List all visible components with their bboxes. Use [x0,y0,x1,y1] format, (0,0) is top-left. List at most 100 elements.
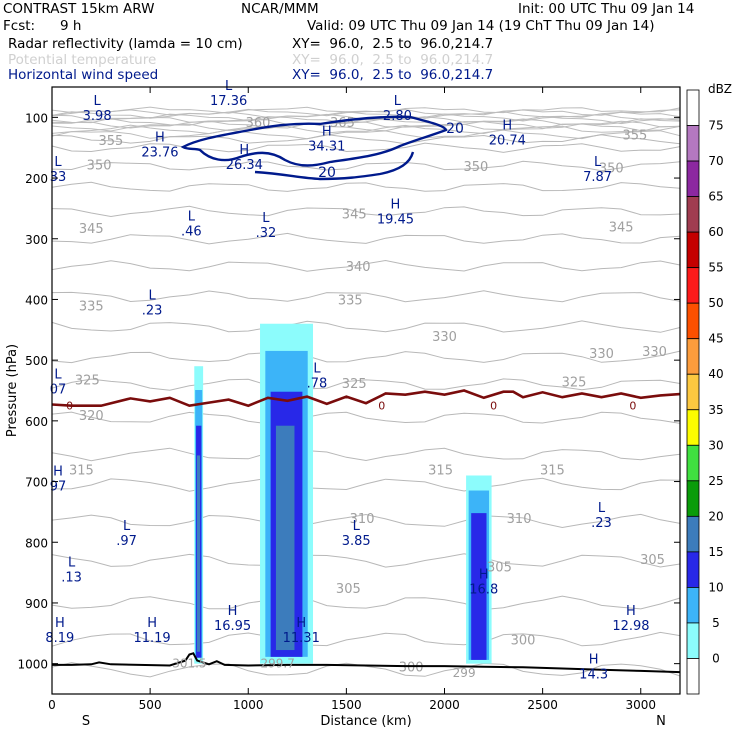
theta-label: 300 [399,661,424,676]
extremum-value: 97 [50,479,67,494]
theta-label: 330 [432,330,457,345]
theta-contour-line [51,160,681,172]
x-tick-label: 2000 [429,698,460,712]
y-tick-label: 400 [25,293,48,307]
terrain-label: 299 [453,666,476,680]
theta-contour-line [51,378,681,391]
colorbar-swatch [686,551,700,588]
extremum-type: L [313,361,321,376]
theta-contour-line [51,477,681,492]
theta-contour-line [51,631,681,647]
extremum-value: .78 [307,376,328,391]
init-time: Init: 00 UTC Thu 09 Jan 14 [518,1,695,17]
colorbar-tick-label: 40 [708,367,723,381]
y-tick-label: 500 [25,354,48,368]
colorbar-tick-label: 20 [708,509,723,523]
theta-contour-line [51,134,681,145]
extremum-type: H [296,616,306,631]
theta-label: 345 [79,222,104,237]
extremum-value: .13 [61,571,82,586]
terrain: 301.5 299.7 299 [52,652,681,680]
theta-contour-line [51,320,681,333]
y-tick-label: 300 [25,233,48,247]
colorbar-tick-label: 25 [708,474,723,488]
theta-label: 325 [342,377,367,392]
extremum-value: 2.80 [383,109,412,124]
extremum-value: 8.19 [45,631,74,646]
legend-theta-xy: XY= 96.0, 2.5 to 96.0,214.7 [292,52,494,68]
colorbar-tick-label: 45 [708,332,723,346]
theta-contour-line [51,142,681,153]
theta-contour-line [51,124,681,135]
extremum-value: .46 [181,225,202,240]
colorbar-swatch [686,231,700,269]
extremum-type: L [54,367,62,382]
colorbar-unit: dBZ [708,82,732,96]
colorbar-swatch [686,515,700,553]
theta-label: 310 [350,512,375,527]
theta-label: 340 [346,260,371,275]
colorbar-swatch [686,267,700,304]
legend-wind-name: Horizontal wind speed [8,67,159,83]
extremum-type: L [262,211,270,226]
extremum-value: 19.45 [377,212,414,227]
potential-temperature-contours [51,106,681,678]
theta-label: 305 [336,582,361,597]
theta-contour-line [51,447,681,462]
extremum-type: L [94,94,102,109]
colorbar-swatch [686,89,700,126]
valid-time: Valid: 09 UTC Thu 09 Jan 14 (19 ChT Thu … [307,18,655,34]
extremum-value: 20.74 [489,133,526,148]
theta-label: 365 [330,116,355,131]
extremum-type: L [54,155,62,170]
colorbar-swatch [686,587,700,624]
theta-label: 355 [98,134,123,149]
forecast-label: Fcst: [3,18,36,34]
colorbar-tick-label: 50 [708,296,723,310]
colorbar-swatch [686,622,700,659]
legend-reflectivity-name: Radar reflectivity (lamda = 10 cm) [8,36,243,52]
model-title: CONTRAST 15km ARW [3,1,155,17]
legend-theta-name: Potential temperature [8,52,157,68]
theta-label: 300 [511,633,536,648]
colorbar-tick-label: 65 [708,190,723,204]
colorbar-swatch [686,658,700,695]
theta-label: 345 [609,221,634,236]
x-tick-label: 2500 [527,698,558,712]
theta-contour-line [51,259,681,272]
extremum-value: 23.76 [141,146,178,161]
theta-contour-line [51,411,681,425]
reflectivity-cell-core [275,425,295,651]
extremum-type: L [353,519,361,534]
reflectivity-cells [194,323,492,664]
theta-contour-line [51,181,681,192]
wind-contour-label: 20 [446,121,464,137]
colorbar-swatch [686,373,700,411]
y-tick-label: 1000 [17,658,48,672]
colorbar-swatch [686,302,700,340]
theta-contour-line [51,595,681,611]
wind-contour-line [180,115,448,167]
theta-contour-line [51,290,681,303]
extremum-value: 7.87 [583,170,612,185]
theta-contour-line [51,129,681,140]
extremum-value: 16.8 [469,583,498,598]
freezing-level-label: 0 [490,400,497,413]
extremum-value: 16.95 [214,619,251,634]
x-tick-label: 1500 [331,698,362,712]
colorbar-swatch [686,160,700,197]
theta-label: 315 [69,463,94,478]
legend-wind-xy: XY= 96.0, 2.5 to 96.0,214.7 [292,67,494,83]
extremum-value: 14.3 [579,668,608,683]
theta-contour-line [51,553,681,568]
theta-label: 330 [589,347,614,362]
extremum-value: 34.31 [308,140,345,155]
y-tick-label: 700 [25,476,48,490]
theta-label: 330 [642,345,667,360]
colorbar-swatch [686,480,700,517]
freezing-level: 0 0 0 0 [51,389,681,413]
colorbar-swatch [686,196,700,233]
x-end-label-left: S [82,714,90,729]
